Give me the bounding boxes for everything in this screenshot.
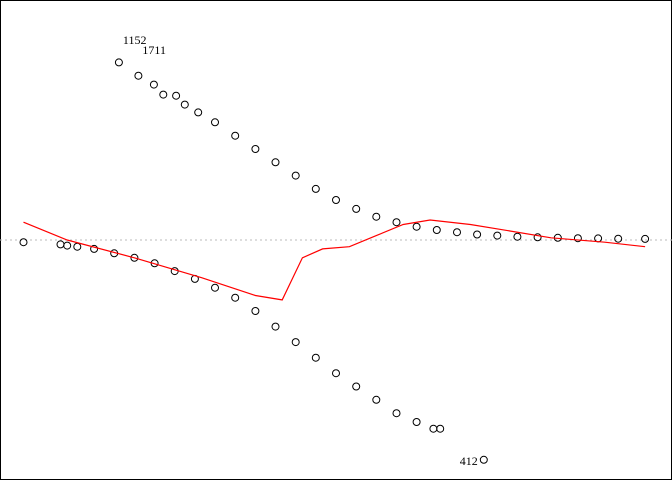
- data-point-upper-2: [149, 80, 158, 89]
- data-point-lower-6: [130, 253, 139, 262]
- data-point-upper-15: [372, 212, 381, 221]
- data-point-upper-23: [533, 233, 542, 242]
- data-point-upper-9: [251, 145, 260, 153]
- data-point-upper-20: [473, 230, 482, 239]
- data-point-lower-11: [231, 293, 240, 302]
- data-point-upper-28: [641, 234, 650, 243]
- data-point-upper-22: [513, 232, 522, 241]
- point-label-1711: 1711: [142, 43, 166, 57]
- data-point-upper-27: [614, 234, 623, 243]
- data-point-lower-2: [63, 241, 72, 250]
- data-point-upper-4: [172, 91, 181, 100]
- data-point-upper-1: [134, 71, 143, 80]
- data-point-lower-15: [311, 353, 320, 362]
- upper-points-series: [114, 58, 650, 243]
- data-point-upper-14: [352, 204, 361, 213]
- data-point-upper-6: [194, 108, 203, 117]
- data-point-lower-1: [56, 240, 65, 249]
- data-point-upper-7: [211, 118, 219, 127]
- data-point-upper-8: [231, 131, 240, 140]
- data-point-lower-13: [271, 322, 280, 331]
- data-point-lower-17: [352, 382, 361, 391]
- data-point-lower-0: [19, 238, 28, 247]
- data-point-lower-4: [90, 244, 99, 253]
- data-point-upper-17: [412, 222, 421, 231]
- data-point-upper-3: [159, 90, 168, 99]
- data-point-upper-19: [453, 228, 461, 237]
- data-point-lower-21: [429, 424, 438, 433]
- lower-points-series: [19, 238, 488, 464]
- data-point-upper-25: [573, 234, 582, 243]
- data-point-upper-13: [332, 196, 340, 204]
- data-point-upper-18: [432, 226, 441, 234]
- data-point-upper-21: [493, 231, 502, 240]
- data-point-lower-12: [251, 307, 260, 315]
- data-point-upper-11: [291, 171, 300, 180]
- point-label-1152: 1152: [123, 33, 147, 47]
- data-point-lower-16: [332, 369, 340, 378]
- data-point-lower-19: [392, 409, 401, 418]
- data-point-lower-23: [479, 455, 488, 464]
- point-label-412: 412: [460, 454, 478, 468]
- data-point-lower-18: [372, 395, 381, 404]
- data-point-upper-12: [311, 184, 320, 193]
- data-point-lower-22: [436, 424, 445, 433]
- data-point-lower-14: [291, 338, 300, 347]
- data-point-lower-10: [211, 283, 219, 292]
- data-point-lower-20: [412, 418, 421, 426]
- data-point-upper-16: [392, 218, 401, 227]
- data-point-upper-0: [114, 58, 123, 67]
- data-point-upper-10: [271, 158, 280, 167]
- data-point-lower-3: [73, 242, 82, 251]
- fit-line: [23, 219, 646, 301]
- data-point-upper-5: [180, 100, 189, 109]
